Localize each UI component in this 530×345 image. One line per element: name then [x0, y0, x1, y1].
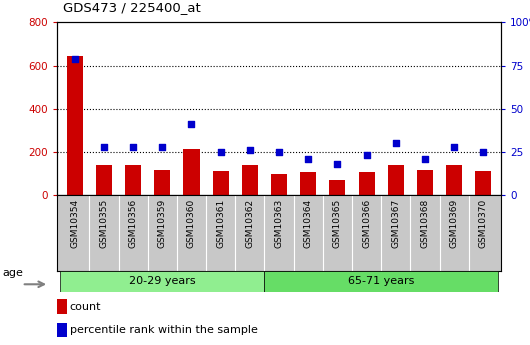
Bar [475, 171, 491, 195]
Bar [213, 171, 229, 195]
Point [216, 149, 225, 155]
Text: count: count [69, 302, 101, 312]
Point [100, 144, 108, 149]
Point [363, 152, 371, 158]
Bar [388, 165, 404, 195]
Bar [242, 165, 258, 195]
Text: 65-71 years: 65-71 years [348, 276, 414, 286]
Text: percentile rank within the sample: percentile rank within the sample [69, 325, 258, 335]
Point [392, 140, 400, 146]
Bar [57, 323, 67, 337]
FancyBboxPatch shape [60, 271, 264, 292]
Point [304, 156, 313, 161]
Point [187, 121, 196, 127]
FancyBboxPatch shape [264, 271, 498, 292]
Text: GSM10354: GSM10354 [70, 199, 80, 248]
Bar [417, 170, 433, 195]
Point [333, 161, 342, 167]
Text: GSM10363: GSM10363 [275, 199, 284, 248]
Bar [154, 170, 170, 195]
Text: GSM10370: GSM10370 [479, 199, 488, 248]
Bar [125, 165, 141, 195]
Text: GSM10362: GSM10362 [245, 199, 254, 248]
Text: GDS473 / 225400_at: GDS473 / 225400_at [63, 1, 200, 14]
Text: 20-29 years: 20-29 years [129, 276, 196, 286]
Bar [329, 180, 346, 195]
Text: GSM10356: GSM10356 [129, 199, 138, 248]
Text: age: age [3, 268, 23, 277]
Text: GSM10369: GSM10369 [449, 199, 458, 248]
Bar [96, 165, 112, 195]
Point [275, 149, 283, 155]
Text: GSM10359: GSM10359 [158, 199, 167, 248]
Text: GSM10365: GSM10365 [333, 199, 342, 248]
Text: GSM10366: GSM10366 [362, 199, 371, 248]
Bar [67, 56, 83, 195]
Bar [271, 175, 287, 195]
Bar [300, 172, 316, 195]
Point [70, 56, 79, 61]
Text: GSM10360: GSM10360 [187, 199, 196, 248]
Bar [183, 149, 199, 195]
Text: GSM10364: GSM10364 [304, 199, 313, 248]
Point [421, 156, 429, 161]
Point [479, 149, 488, 155]
Point [158, 144, 166, 149]
Point [129, 144, 137, 149]
Point [450, 144, 458, 149]
Point [245, 147, 254, 153]
Text: GSM10361: GSM10361 [216, 199, 225, 248]
Bar [446, 165, 462, 195]
Bar [57, 299, 67, 314]
Text: GSM10355: GSM10355 [100, 199, 109, 248]
Bar [359, 172, 375, 195]
Text: GSM10368: GSM10368 [420, 199, 429, 248]
Text: GSM10367: GSM10367 [391, 199, 400, 248]
